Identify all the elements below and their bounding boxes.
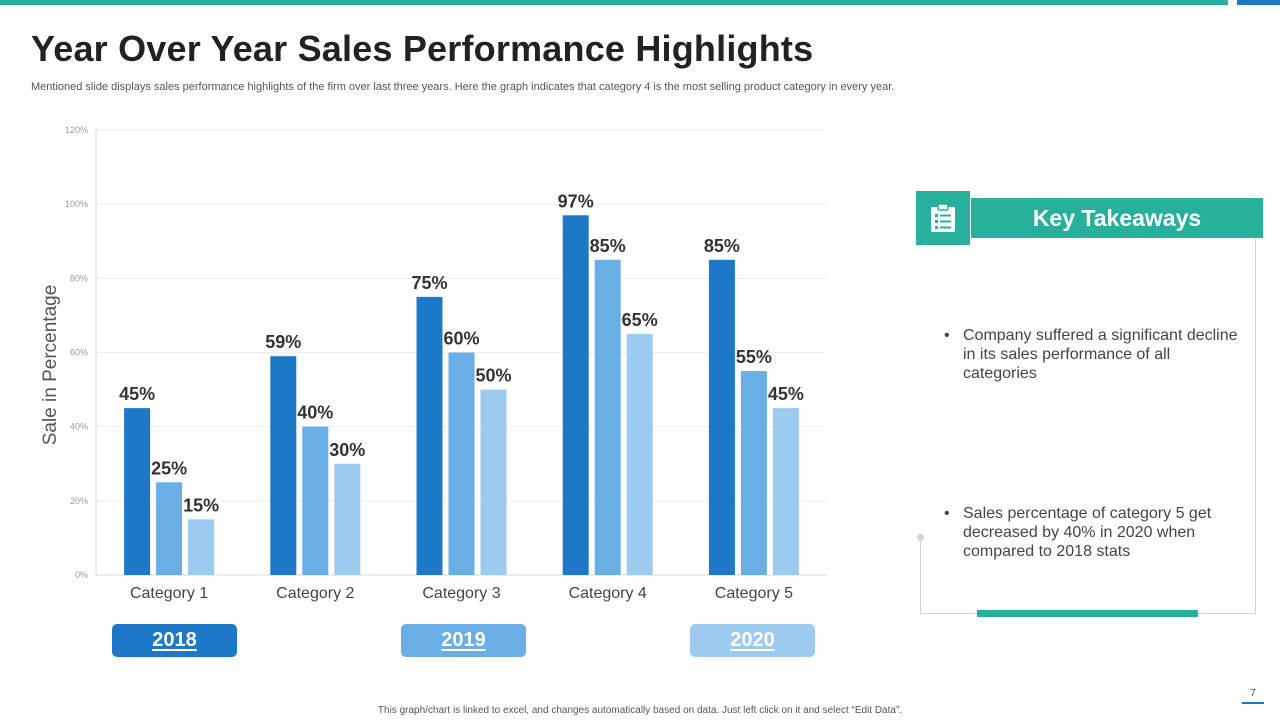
y-tick-label: 100% (65, 199, 88, 209)
data-label: 60% (443, 329, 479, 349)
data-label: 59% (265, 332, 301, 352)
top-accent-bar-blue (1237, 0, 1280, 5)
data-label: 85% (704, 236, 740, 256)
data-label: 75% (411, 273, 447, 293)
page-number: 7 (1242, 688, 1264, 704)
bar-2019[interactable] (740, 371, 767, 575)
x-tick-label: Category 3 (422, 585, 500, 602)
data-label: 25% (151, 458, 187, 478)
takeaway-text: Sales percentage of category 5 get decre… (963, 505, 1212, 560)
bar-2019[interactable] (302, 426, 329, 575)
legend-2020[interactable]: 2020 (690, 624, 815, 657)
bar-2020[interactable] (772, 408, 799, 575)
footer-note: This graph/chart is linked to excel, and… (377, 705, 903, 716)
x-tick-label: Category 5 (715, 585, 793, 602)
bar-2019[interactable] (156, 482, 183, 575)
panel-connector-dot (917, 534, 924, 541)
data-label: 50% (475, 366, 511, 386)
data-label: 55% (736, 347, 772, 367)
y-tick-label: 20% (70, 496, 88, 506)
data-label: 45% (768, 384, 804, 404)
bar-chart[interactable]: 0% 20% 40% 60% 80% 100% 120% Sale in Percentage… (0, 110, 860, 610)
bar-2018[interactable] (708, 259, 735, 575)
bar-2018[interactable] (270, 356, 297, 575)
slide-title: Year Over Year Sales Performance Highlig… (31, 28, 814, 69)
bullet-dot: • (944, 505, 950, 522)
key-takeaways-title: Key Takeaways (971, 198, 1263, 238)
bar-2019[interactable] (594, 259, 621, 575)
takeaway-text: Company suffered a significant decline i… (963, 327, 1238, 382)
data-label: 97% (558, 191, 594, 211)
legend-2019[interactable]: 2019 (401, 624, 526, 657)
bullet-dot: • (944, 327, 950, 344)
panel-connector-line (920, 538, 921, 614)
y-tick-label: 40% (70, 422, 88, 432)
bar-2018[interactable] (416, 296, 443, 575)
bar-2020[interactable] (188, 519, 215, 575)
legend-2018[interactable]: 2018 (112, 624, 237, 657)
data-label: 65% (622, 310, 658, 330)
data-label: 30% (329, 440, 365, 460)
data-label: 45% (119, 384, 155, 404)
y-tick-label: 60% (70, 348, 88, 358)
y-axis-title: Sale in Percentage (40, 285, 61, 446)
takeaway-item: • Company suffered a significant decline… (944, 326, 1244, 383)
y-tick-label: 80% (70, 273, 88, 283)
bar-2018[interactable] (124, 408, 151, 575)
top-accent-bar (0, 0, 1228, 5)
takeaway-item: • Sales percentage of category 5 get dec… (944, 504, 1244, 561)
panel-accent-bar (977, 610, 1198, 617)
bar-2019[interactable] (448, 352, 475, 576)
x-tick-label: Category 2 (276, 585, 354, 602)
y-tick-label: 0% (75, 570, 88, 580)
data-label: 85% (590, 236, 626, 256)
bar-2020[interactable] (480, 389, 507, 575)
bar-2018[interactable] (562, 215, 589, 575)
slide-subtitle: Mentioned slide displays sales performan… (31, 81, 895, 93)
data-label: 15% (183, 495, 219, 515)
y-tick-label: 120% (65, 125, 88, 135)
x-tick-label: Category 1 (130, 585, 208, 602)
x-tick-label: Category 4 (569, 585, 647, 602)
bar-2020[interactable] (334, 463, 361, 575)
data-label: 40% (297, 403, 333, 423)
clipboard-list-icon (916, 191, 970, 245)
bar-2020[interactable] (626, 333, 653, 575)
